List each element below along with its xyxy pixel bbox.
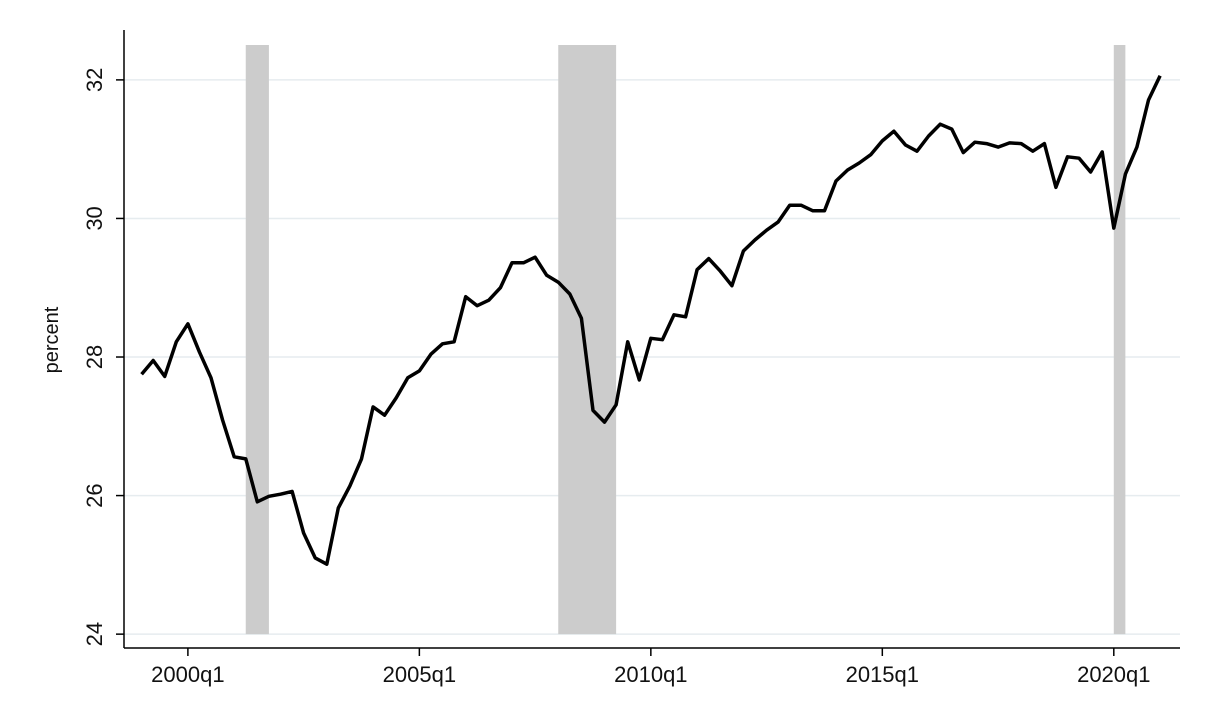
data-line [140,74,1162,566]
y-tick-label: 28 [82,345,107,369]
x-tick-label: 2010q1 [614,662,687,687]
shaded-period [245,45,269,635]
y-tick-label: 32 [82,68,107,92]
y-axis-label: percent [41,306,63,373]
x-tick-label: 2005q1 [383,662,456,687]
y-tick-label: 26 [82,483,107,507]
x-tick-label: 2020q1 [1077,662,1150,687]
shaded-period [1113,45,1126,635]
x-tick-label: 2015q1 [846,662,919,687]
shaded-period [558,45,617,635]
y-tick-label: 30 [82,206,107,230]
y-tick-label: 24 [82,622,107,646]
x-tick-label: 2000q1 [151,662,224,687]
